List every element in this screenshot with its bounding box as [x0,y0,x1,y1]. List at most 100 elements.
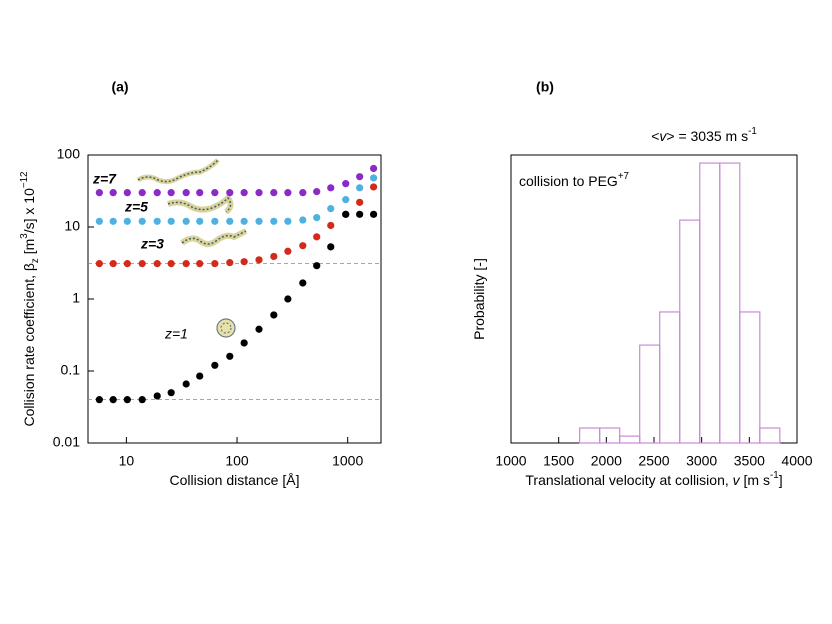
data-point [356,184,364,192]
data-point [153,392,161,400]
data-point [211,260,219,268]
histogram-bar [639,344,661,444]
data-point [313,214,321,222]
data-point [138,260,146,268]
panel-label: (a) [111,79,128,95]
subtitle: <v> = 3035 m s-1 [651,126,757,144]
series-label: z=1 [164,326,188,342]
data-point [369,164,378,173]
data-point [95,189,103,197]
data-point [211,189,219,197]
data-point [284,217,292,225]
data-point [182,189,190,197]
x-tick-label: 100 [225,453,249,469]
data-point [284,295,292,303]
data-point [167,389,175,397]
data-point [95,396,103,404]
x-tick-label: 1000 [495,453,526,469]
data-point [313,188,321,196]
data-point [196,217,204,225]
histogram-bar [739,311,761,444]
data-point [369,174,378,182]
x-tick-label: 1500 [543,453,574,469]
data-point [356,173,364,181]
y-tick-label: 10 [64,218,80,234]
data-point [284,247,292,255]
data-point [153,189,161,197]
data-point [327,184,335,192]
data-point [270,189,278,197]
data-point [240,217,248,225]
data-point [167,217,175,225]
data-point [95,260,103,268]
data-point [240,189,248,197]
data-point [109,260,117,268]
data-point [182,217,190,225]
data-point [138,189,146,197]
data-point [123,260,131,268]
data-point [270,217,278,225]
data-point [240,258,248,266]
data-point [255,217,263,225]
data-point [138,396,146,404]
data-point [369,210,378,218]
data-point [342,210,350,218]
data-point [196,189,204,197]
x-axis-label-part: -1 [770,470,779,481]
x-axis-label-part: Collision distance [Å] [170,472,300,488]
subtitle-part: > = 3035 m s [666,128,748,144]
y-axis-label: Collision rate coefficient, βz [m3/s] x … [19,171,41,426]
y-axis-label-part: /s] x 10 [21,188,37,233]
data-point [226,217,234,225]
data-point [167,260,175,268]
x-tick-label: 10 [119,453,135,469]
y-tick-label: 100 [57,146,81,162]
annotation: collision to PEG+7 [519,171,629,189]
y-axis-label-part: −12 [19,171,30,188]
data-point [182,260,190,268]
annotation-part: collision to PEG [519,173,618,189]
subtitle-part: < [651,128,659,144]
data-point [299,216,307,224]
series-label: z=3 [140,236,164,252]
data-point [226,352,234,360]
data-point [226,189,234,197]
subtitle-part: v [659,128,667,144]
series-label: z=5 [124,199,148,215]
x-axis-label-part: ] [779,472,783,488]
x-axis-label-part: v [733,472,741,488]
x-tick-label: 1000 [332,453,363,469]
y-axis-label-part: z [30,258,41,263]
x-tick-label: 3500 [734,453,765,469]
x-tick-label: 3000 [686,453,717,469]
y-tick-label: 0.01 [53,434,80,450]
x-tick-label: 4000 [781,453,812,469]
data-point [327,243,335,251]
data-point [211,361,219,369]
y-axis-label: Probability [-] [471,258,487,340]
data-point [255,256,263,264]
histogram-bar [659,311,681,444]
histogram-bar [579,427,601,444]
series-label: z=7 [92,171,117,187]
data-point [342,180,350,188]
subtitle-part: -1 [748,126,757,137]
data-point [123,189,131,197]
data-point [313,262,321,270]
histogram-bar [759,427,781,444]
data-point [327,205,335,213]
data-point [284,189,292,197]
x-tick-label: 2000 [591,453,622,469]
data-point [369,183,378,191]
data-point [255,189,263,197]
data-point [182,380,190,388]
data-point [299,189,307,197]
panel-label: (b) [536,79,554,95]
y-axis-label-part: 3 [19,233,30,239]
data-point [109,189,117,197]
data-point [299,279,307,287]
x-axis-label: Collision distance [Å] [170,472,300,488]
data-point [356,210,364,218]
data-point [255,325,263,333]
